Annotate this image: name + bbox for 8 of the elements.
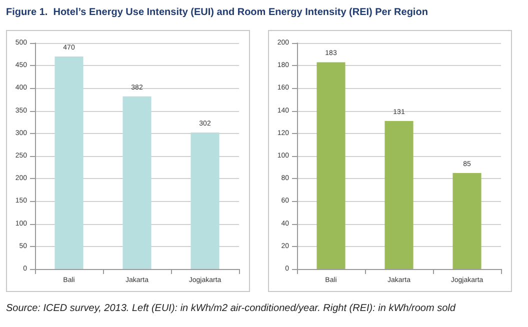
bar	[384, 120, 414, 269]
bar	[452, 172, 482, 269]
bar	[122, 96, 152, 269]
source-note: Source: ICED survey, 2013. Left (EUI): in kWh/m2 air-conditioned/year. Right (REI): in kWh/room sold	[6, 303, 456, 314]
bar	[190, 132, 220, 269]
bar	[54, 56, 84, 269]
bar	[316, 62, 346, 269]
chart-title: Figure 1. Hotel’s Energy Use Intensity (EUI) and Room Energy Intensity (REI) Per Region	[6, 7, 428, 18]
